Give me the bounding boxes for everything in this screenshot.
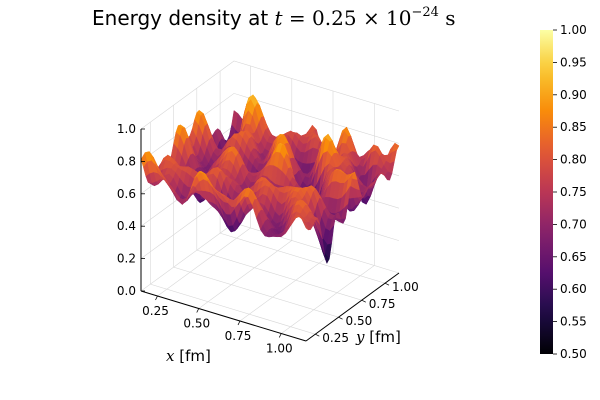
y-tick-label: 0.75 [369, 297, 396, 311]
colorbar-tick-label: 0.60 [560, 282, 587, 296]
colorbar-tick-label: 1.00 [560, 23, 587, 37]
z-tick-label: 0.2 [117, 252, 136, 266]
y-tick-mark [315, 333, 320, 337]
title-text: Energy density at [92, 6, 275, 30]
y-tick-mark [361, 299, 366, 303]
colorbar-tick-label: 0.80 [560, 153, 587, 167]
x-tick-mark [196, 308, 200, 313]
svg-text:x [fm]: x [fm] [166, 347, 211, 365]
svg-text:y [fm]: y [fm] [355, 328, 401, 346]
x-axis-label: x [fm] [166, 347, 211, 365]
z-tick-label: 0.0 [117, 284, 136, 298]
colorbar-tick-label: 0.75 [560, 185, 587, 199]
y-tick-mark [338, 316, 343, 320]
x-tick-label: 0.50 [183, 317, 210, 331]
title-equation: = 0.25 × 10 [283, 6, 412, 30]
x-tick-mark [237, 320, 241, 326]
colorbar-tick-label: 0.85 [560, 120, 587, 134]
z-tick-label: 0.4 [117, 219, 136, 233]
y-tick-label: 1.00 [392, 280, 419, 294]
y-axis-line [305, 272, 400, 342]
chart-title: Energy density at t = 0.25 × 10−24 s [92, 5, 456, 30]
x-axis-line [140, 290, 307, 342]
surface-mesh [140, 94, 400, 264]
x-tick-mark [278, 333, 282, 338]
colorbar-tick-label: 0.50 [560, 347, 587, 361]
title-unit: s [439, 6, 456, 30]
y-tick-label: 0.50 [346, 314, 373, 328]
x-tick-label: 0.25 [142, 304, 169, 318]
z-tick-label: 1.0 [117, 122, 136, 136]
tick-labels: 0.0 0.2 0.4 0.6 0.8 1.0 0.25 0.50 0.75 1.00 0.25 0.… [117, 122, 419, 356]
x-tick-label: 1.00 [266, 342, 293, 356]
y-axis-label: y [fm] [355, 328, 401, 346]
x-tick-mark [155, 295, 158, 301]
colorbar-tick-label: 0.55 [560, 315, 587, 329]
colorbar-strip [540, 30, 553, 354]
x-tick-label: 0.75 [225, 329, 252, 343]
axis-lines [140, 129, 400, 342]
colorbar-tick-label: 0.70 [560, 217, 587, 231]
colorbar-tick-label: 0.90 [560, 88, 587, 102]
y-tick-label: 0.25 [322, 331, 349, 345]
colorbar-tick-label: 0.65 [560, 250, 587, 264]
grid-line [140, 60, 400, 130]
colorbar-ticks: 0.50 0.55 0.60 0.65 0.70 0.75 0.80 0.85 0.90 0.95… [553, 23, 587, 361]
title-exponent: −24 [412, 5, 439, 20]
colorbar: 0.50 0.55 0.60 0.65 0.70 0.75 0.80 0.85 0.90 0.95… [540, 23, 587, 361]
colorbar-tick-label: 0.95 [560, 55, 587, 69]
z-tick-label: 0.8 [117, 154, 136, 168]
z-tick-label: 0.6 [117, 187, 136, 201]
svg-text:Energy density at t = 0.25 × 1: Energy density at t = 0.25 × 10−24 s [92, 5, 456, 30]
title-variable: t [275, 6, 284, 30]
y-tick-mark [384, 282, 390, 286]
surface-cell [301, 219, 309, 231]
grid-line [140, 93, 400, 162]
grid-line [219, 71, 386, 284]
